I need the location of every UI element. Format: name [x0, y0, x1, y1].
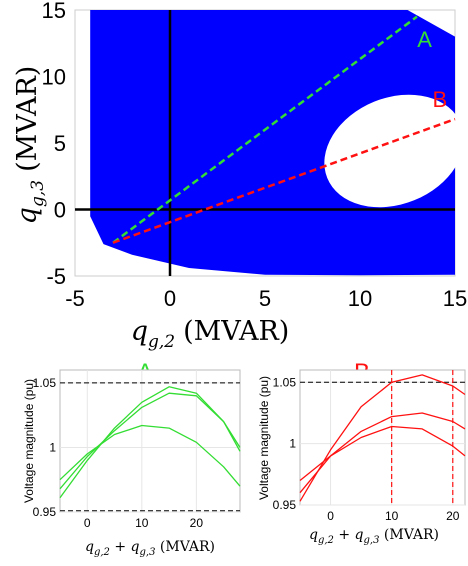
line-labels-layer: AB	[417, 27, 447, 112]
subplot-b-reference-lines	[300, 370, 465, 505]
subplot-b-xtick-label: 20	[446, 509, 460, 523]
subplot-a-ytick-label: 0.95	[33, 505, 57, 519]
line-label-b: B	[432, 87, 447, 112]
main-xlabel: qg,2 (MVAR)	[131, 316, 290, 352]
subplot-b-xtick-label: 10	[385, 509, 399, 523]
subplot-b-ytick-label: 1	[289, 437, 296, 451]
main-ytick-label: 15	[42, 0, 66, 23]
subplot-b-ticks: 0 10 20 0.95 1 1.05	[273, 375, 460, 523]
main-ylabel-sub: g,3	[28, 180, 48, 207]
subplot-a-ytick-label: 1.05	[33, 376, 57, 390]
main-ylabel-main: q	[12, 207, 43, 224]
main-xtick-label: 5	[259, 286, 271, 311]
main-ylabel-unit: (MVAR)	[12, 66, 43, 172]
feasible-region-layer	[90, 10, 465, 276]
lines-layer	[112, 15, 456, 244]
subplot-a-xtick-label: 10	[135, 516, 149, 530]
subplot-a-xtick-label: 20	[190, 516, 204, 530]
subplot-b-series-3	[299, 425, 466, 482]
main-ytick-label: 5	[54, 131, 66, 156]
line-a	[112, 15, 418, 244]
subplot-b-series-1	[299, 374, 466, 502]
subplot-b-xlabel: qg,2 + qg,3 (MVAR)	[309, 527, 439, 546]
main-xtick-label: 0	[164, 286, 176, 311]
main-ytick-label: -5	[46, 264, 66, 289]
main-xtick-label: 15	[443, 286, 467, 311]
main-xlabel-main: q	[131, 316, 148, 347]
subplot-a-ylabel: Voltage magnitude (pu)	[22, 379, 36, 503]
subplot-a-xlabel: qg,2 + qg,3 (MVAR)	[85, 539, 215, 558]
main-tick-labels: -5 0 5 10 15 -5 0 5 10 15	[42, 0, 468, 311]
main-xlabel-sub: g,2	[148, 332, 175, 352]
line-b	[112, 117, 456, 244]
main-xtick-label: -5	[65, 286, 85, 311]
subplot-a-series-2	[59, 392, 241, 490]
subplot-b-ylabel: Voltage magnitude (pu)	[257, 376, 271, 500]
subplot-a-reference-lines	[60, 382, 240, 512]
main-xlabel-unit: (MVAR)	[183, 316, 289, 347]
subplot-a-series	[59, 386, 241, 499]
subplot-a-xtick-label: 0	[84, 516, 91, 530]
subplot-b-series	[299, 374, 466, 502]
line-label-a: A	[417, 27, 432, 52]
subplot-b-ytick-label: 1.05	[273, 375, 297, 389]
infeasible-hole	[324, 94, 465, 208]
main-xtick-label: 10	[348, 286, 372, 311]
subplot-a-ytick-label: 1	[49, 440, 56, 454]
subplot-b-xtick-label: 0	[327, 509, 334, 523]
subplot-b-ytick-label: 0.95	[273, 498, 297, 512]
zero-axes-layer	[75, 10, 455, 276]
subplot-a-ticks: 0 10 20 0.95 1 1.05	[33, 376, 204, 530]
main-ytick-label: 10	[42, 65, 66, 90]
main-ylabel: qg,3 (MVAR)	[12, 66, 48, 225]
subplot-a-series-3	[59, 424, 241, 487]
main-ytick-label: 0	[54, 198, 66, 223]
subplot-a-frame	[59, 369, 241, 513]
